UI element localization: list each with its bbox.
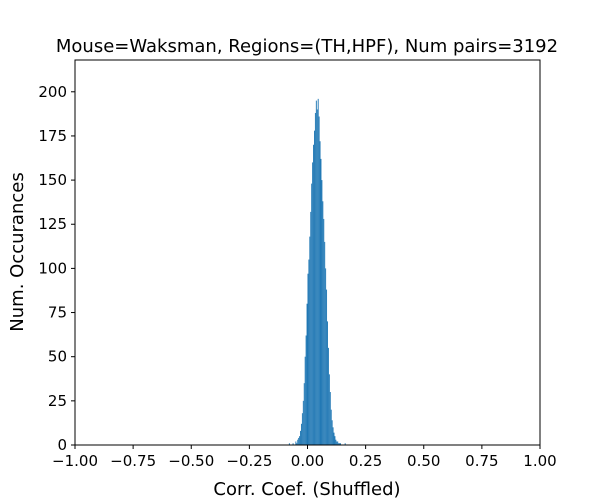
- histogram-bar: [315, 100, 317, 445]
- y-tick-label: 50: [48, 348, 67, 366]
- y-tick-label: 150: [38, 171, 67, 189]
- histogram-bar: [344, 443, 346, 445]
- y-axis-ticks: 0 25 50 75 100 125 150 175 200: [38, 83, 75, 454]
- histogram-bar: [324, 241, 326, 445]
- histogram-bar: [300, 423, 302, 445]
- histogram-bar: [320, 158, 322, 445]
- histogram-bar: [313, 144, 315, 446]
- x-tick-label: −1.00: [52, 452, 98, 470]
- histogram-bar: [311, 183, 313, 446]
- histogram-bar: [327, 347, 329, 445]
- histogram-bar: [321, 180, 323, 445]
- histogram-bar: [330, 409, 332, 445]
- histogram-bar: [319, 141, 321, 445]
- x-tick-label: 1.00: [523, 452, 556, 470]
- histogram-bar: [327, 321, 328, 445]
- y-tick-label: 75: [48, 304, 67, 322]
- histogram-bar: [301, 413, 303, 445]
- histogram-bar: [305, 335, 307, 445]
- y-tick-label: 200: [38, 83, 67, 101]
- histogram-bar: [326, 289, 328, 445]
- y-tick-label: 0: [57, 436, 67, 454]
- histogram-bar: [340, 443, 341, 445]
- histogram-bar: [310, 211, 312, 445]
- histogram-bar: [337, 441, 339, 445]
- histogram-bar: [297, 439, 299, 445]
- y-tick-label: 125: [38, 215, 67, 233]
- x-axis-label: Corr. Coef. (Shuffled): [213, 479, 400, 500]
- y-tick-label: 100: [38, 259, 67, 277]
- histogram-bar: [317, 98, 319, 445]
- histogram-bar: [295, 441, 297, 445]
- histogram-bars: [288, 98, 346, 446]
- histogram-bar: [314, 130, 315, 445]
- histogram-bar: [303, 383, 305, 445]
- histogram-bar: [304, 356, 306, 445]
- x-tick-label: −0.75: [110, 452, 156, 470]
- x-tick-label: −0.25: [226, 452, 272, 470]
- histogram-bar: [292, 443, 294, 445]
- histogram-bar: [312, 162, 314, 445]
- histogram-bar: [322, 201, 324, 445]
- histogram-bar: [298, 437, 300, 445]
- histogram-bar: [339, 443, 341, 445]
- chart-title: Mouse=Waksman, Regions=(TH,HPF), Num pai…: [56, 36, 558, 57]
- histogram-bar: [296, 443, 298, 445]
- histogram-bar: [333, 432, 335, 445]
- histogram-bar: [309, 236, 311, 445]
- x-tick-label: −0.50: [168, 452, 214, 470]
- x-tick-label: 0.25: [349, 452, 382, 470]
- y-tick-label: 175: [38, 127, 67, 145]
- histogram-bar: [329, 392, 331, 445]
- histogram-bar: [318, 116, 320, 445]
- histogram-bar: [335, 439, 337, 445]
- histogram-bar: [302, 400, 304, 445]
- histogram-bar: [316, 109, 318, 446]
- histogram-bar: [308, 259, 310, 445]
- histogram-bar: [300, 430, 301, 445]
- histogram-bar: [334, 436, 336, 445]
- histogram-bar: [323, 218, 325, 445]
- histogram-bar: [314, 112, 316, 445]
- histogram-bar: [336, 441, 338, 445]
- histogram-bar: [332, 427, 334, 445]
- histogram-bar: [306, 303, 308, 445]
- histogram-bar: [338, 443, 340, 445]
- x-tick-label: 0.50: [407, 452, 440, 470]
- y-axis-label: Num. Occurances: [7, 172, 28, 331]
- y-tick-label: 25: [48, 392, 67, 410]
- x-tick-label: 0.00: [291, 452, 324, 470]
- histogram-bar: [325, 268, 327, 445]
- histogram-bar: [288, 443, 290, 445]
- x-axis-ticks: −1.00 −0.75 −0.50 −0.25 0.00 0.25 0.50 0.75 1.00: [52, 445, 557, 470]
- histogram-bar: [299, 436, 301, 445]
- histogram-bar: [307, 273, 309, 445]
- histogram-bar: [328, 374, 330, 445]
- x-tick-label: 0.75: [465, 452, 498, 470]
- histogram-bar: [331, 420, 333, 445]
